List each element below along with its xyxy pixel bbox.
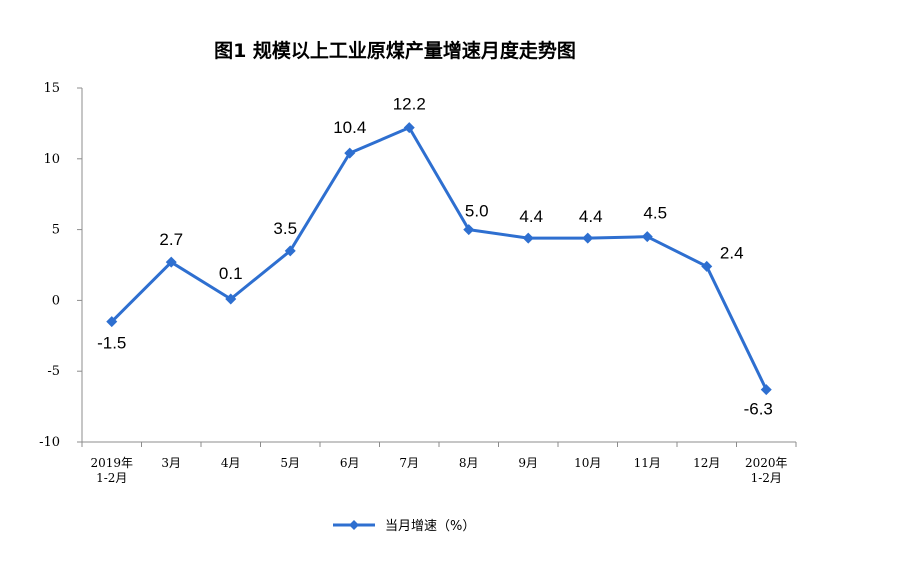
data-point-marker	[284, 245, 296, 257]
x-tick-label-line: 2019年	[90, 456, 133, 470]
data-labels: -1.5 2.7 0.1 3.5 10.4 12.2 5.0 4.4 4.4 4.5 2.4 -6.3	[97, 95, 773, 419]
data-label: 3.5	[273, 219, 297, 238]
data-label: -6.3	[744, 400, 773, 419]
x-tick-label-line: 5月	[280, 456, 300, 470]
data-label: 4.4	[519, 207, 543, 226]
x-tick-label: 7月	[399, 456, 419, 470]
data-label: 10.4	[333, 118, 366, 137]
y-tick-label: 0	[52, 293, 60, 308]
x-tick-label-line: 1-2月	[751, 471, 782, 485]
y-tick-label: -10	[39, 435, 60, 450]
x-tick-label: 12月	[693, 456, 720, 470]
x-tick-label-line: 4月	[221, 456, 241, 470]
data-label: 2.4	[720, 243, 744, 262]
x-tick-label-line: 9月	[518, 456, 538, 470]
x-tick-label-line: 8月	[459, 456, 479, 470]
x-tick-label: 8月	[459, 456, 479, 470]
x-tick-label: 6月	[340, 456, 360, 470]
x-tick-label-line: 7月	[399, 456, 419, 470]
axes	[81, 88, 796, 443]
x-tick-label-line: 2020年	[745, 456, 788, 470]
data-point-marker	[403, 122, 415, 134]
data-label: 2.7	[159, 230, 183, 249]
x-tick-label-line: 1-2月	[96, 471, 127, 485]
legend-label: 当月增速（%）	[385, 519, 475, 534]
x-tick-label: 5月	[280, 456, 300, 470]
y-axis-ticks: 15 10 5 0 -5 -10	[39, 81, 82, 450]
x-tick-label: 10月	[574, 456, 601, 470]
x-tick-label: 9月	[518, 456, 538, 470]
data-label: 4.5	[643, 204, 667, 223]
x-tick-label: 3月	[161, 456, 181, 470]
data-point-marker	[641, 231, 653, 243]
x-tick-label-line: 11月	[634, 456, 661, 470]
y-tick-label: -5	[47, 364, 60, 379]
data-label: 0.1	[219, 264, 243, 283]
x-tick-label: 2020年 1-2月	[745, 456, 788, 485]
data-point-marker	[463, 224, 475, 236]
legend-marker	[349, 520, 359, 530]
x-tick-label-line: 6月	[340, 456, 360, 470]
data-label: 5.0	[465, 202, 489, 221]
series-line	[110, 126, 768, 391]
x-tick-label-line: 12月	[693, 456, 720, 470]
data-point-marker	[225, 293, 237, 305]
x-tick-label: 2019年 1-2月	[90, 456, 133, 485]
data-label: -1.5	[97, 334, 126, 353]
chart-title: 图1 规模以上工业原煤产量增速月度走势图	[214, 39, 576, 62]
data-point-marker	[582, 232, 594, 244]
legend: 当月增速（%）	[333, 519, 475, 534]
data-point-marker	[760, 384, 772, 396]
data-label: 12.2	[393, 95, 426, 114]
data-point-marker	[344, 147, 356, 159]
data-point-marker	[165, 256, 177, 268]
x-tick-label: 11月	[634, 456, 661, 470]
x-tick-label: 4月	[221, 456, 241, 470]
y-tick-label: 15	[43, 81, 60, 96]
x-tick-label-line: 3月	[161, 456, 181, 470]
data-label: 4.4	[579, 207, 603, 226]
data-point-marker	[106, 316, 118, 328]
y-tick-label: 5	[52, 223, 60, 238]
data-point-marker	[522, 232, 534, 244]
data-point-marker	[701, 260, 713, 272]
y-tick-label: 10	[43, 152, 60, 167]
x-tick-label-line: 10月	[574, 456, 601, 470]
series	[106, 122, 772, 396]
